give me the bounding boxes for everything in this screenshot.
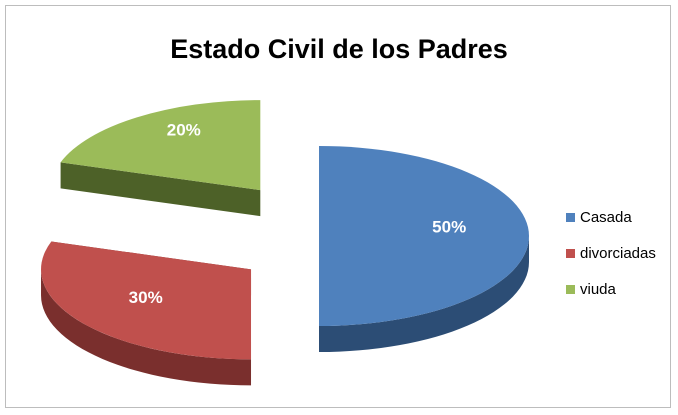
pie-face-viuda-0 xyxy=(60,162,261,217)
legend-swatch-viuda xyxy=(566,284,575,294)
data-label-divorciadas: 30% xyxy=(129,288,163,307)
legend-item-casada: Casada xyxy=(566,205,656,229)
pie-slice-casada xyxy=(319,146,529,326)
legend-label-casada: Casada xyxy=(580,208,632,226)
pie-side-casada xyxy=(319,236,529,352)
legend-item-divorciadas: divorciadas xyxy=(566,241,656,265)
pie-data-labels: 50% 30% 20% xyxy=(129,121,467,307)
legend-label-viuda: viuda xyxy=(580,280,616,298)
legend: Casada divorciadas viuda xyxy=(566,205,656,313)
pie-side-divorciadas xyxy=(41,269,252,386)
legend-label-divorciadas: divorciadas xyxy=(580,244,656,262)
legend-swatch-casada xyxy=(566,212,575,222)
pie-slice-viuda xyxy=(60,100,261,191)
data-label-viuda: 20% xyxy=(167,121,201,140)
legend-item-viuda: viuda xyxy=(566,277,656,301)
chart-title: Estado Civil de los Padres xyxy=(170,34,508,64)
pie-slice-divorciadas xyxy=(41,241,252,360)
pie-tops xyxy=(41,100,529,360)
data-label-casada: 50% xyxy=(432,217,466,236)
legend-swatch-divorciadas xyxy=(566,248,575,258)
